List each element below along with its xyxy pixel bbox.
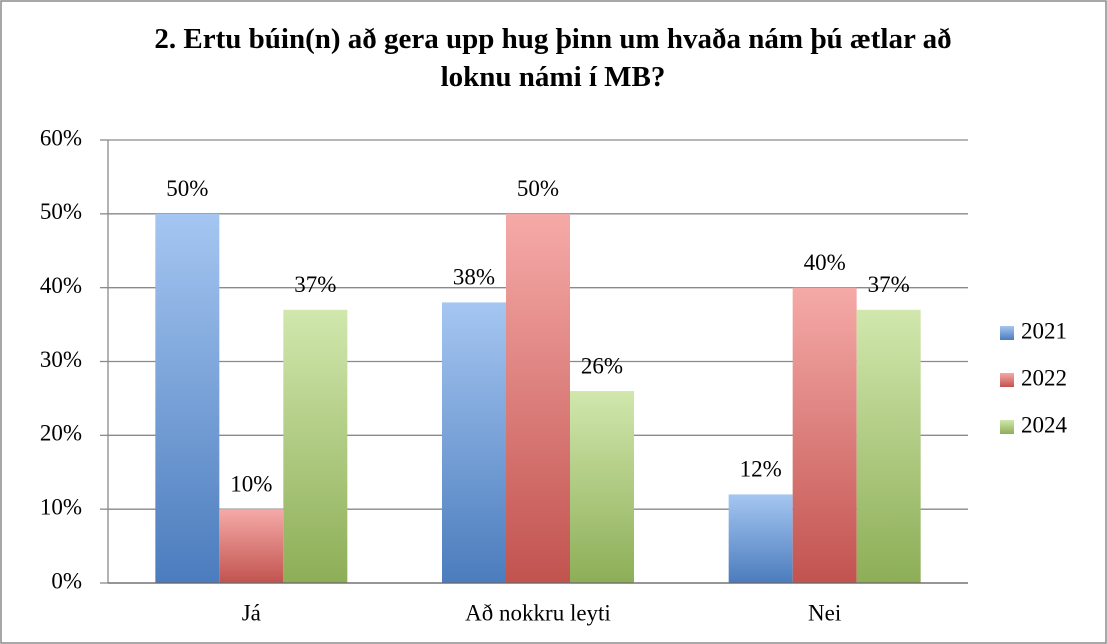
bar — [792, 287, 857, 583]
value-label: 40% — [804, 250, 846, 275]
bar — [283, 309, 348, 583]
value-label: 12% — [740, 457, 782, 482]
legend-label: 2022 — [1021, 365, 1067, 390]
bar — [856, 309, 921, 583]
bar — [570, 391, 634, 583]
legend-label: 2024 — [1021, 412, 1068, 437]
legend-label: 2021 — [1021, 318, 1067, 343]
y-tick-label: 10% — [40, 494, 82, 519]
x-tick-label: Nei — [808, 600, 841, 625]
y-tick-label: 40% — [40, 273, 82, 298]
legend-swatch — [1000, 373, 1014, 387]
value-label: 26% — [581, 353, 623, 378]
x-tick-label: Já — [242, 600, 261, 625]
y-tick-label: 0% — [51, 568, 82, 593]
bar — [219, 509, 284, 583]
x-tick-label: Að nokkru leyti — [465, 600, 611, 625]
value-label: 10% — [230, 471, 272, 496]
chart-title: 2. Ertu búin(n) að gera upp hug þinn um … — [154, 23, 952, 93]
value-label: 38% — [453, 265, 495, 290]
y-tick-label: 20% — [40, 421, 82, 446]
value-label: 50% — [166, 176, 208, 201]
bar — [442, 302, 506, 583]
bar — [728, 494, 793, 583]
value-label: 37% — [294, 272, 336, 297]
legend-swatch — [1000, 420, 1014, 434]
y-tick-label: 30% — [40, 347, 82, 372]
legend-swatch — [1000, 326, 1014, 340]
bar — [506, 213, 570, 584]
value-label: 50% — [517, 176, 559, 201]
bar — [155, 213, 220, 584]
y-tick-label: 50% — [40, 199, 82, 224]
y-tick-label: 60% — [40, 125, 82, 150]
value-label: 37% — [868, 272, 910, 297]
